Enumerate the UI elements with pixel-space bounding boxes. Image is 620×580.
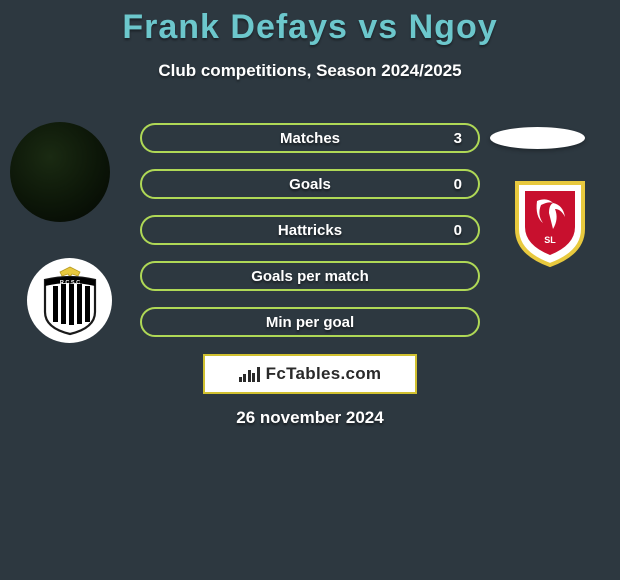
player-left-photo (10, 122, 110, 222)
brand-box: FcTables.com (203, 354, 417, 394)
page-title: Frank Defays vs Ngoy (0, 0, 620, 47)
stats-rows: Matches 3 Goals 0 Hattricks 0 Goals per … (140, 123, 480, 353)
club-left-badge: R.C.S.C (27, 258, 112, 343)
club-right-badge: SL (500, 178, 600, 263)
stat-label: Min per goal (266, 314, 354, 331)
bars-icon (239, 366, 260, 382)
date-text: 26 november 2024 (0, 408, 620, 428)
stat-right-value: 3 (454, 130, 462, 147)
charleroi-crest-icon: R.C.S.C (39, 266, 101, 336)
stat-label: Matches (280, 130, 340, 147)
stat-label: Hattricks (278, 222, 342, 239)
brand-text: FcTables.com (266, 364, 382, 384)
stat-right-value: 0 (454, 222, 462, 239)
stat-right-value: 0 (454, 176, 462, 193)
svg-text:SL: SL (544, 235, 556, 245)
player-right-photo (490, 127, 585, 149)
stat-row-min-per-goal: Min per goal (140, 307, 480, 337)
stat-row-goals: Goals 0 (140, 169, 480, 199)
subtitle: Club competitions, Season 2024/2025 (0, 61, 620, 81)
standard-liege-crest-icon: SL (509, 173, 591, 268)
stat-label: Goals (289, 176, 331, 193)
svg-text:R.C.S.C: R.C.S.C (59, 280, 79, 286)
stat-row-hattricks: Hattricks 0 (140, 215, 480, 245)
stat-label: Goals per match (251, 268, 369, 285)
stat-row-matches: Matches 3 (140, 123, 480, 153)
stat-row-goals-per-match: Goals per match (140, 261, 480, 291)
